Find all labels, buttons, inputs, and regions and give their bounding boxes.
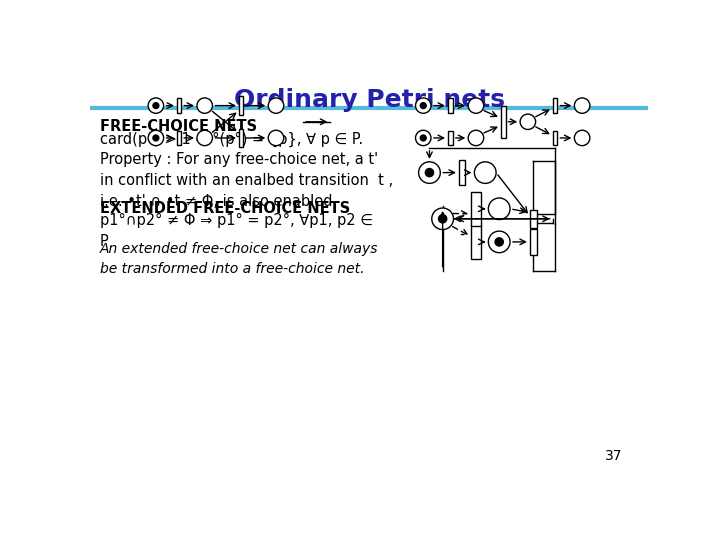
Bar (177, 131, 181, 145)
Circle shape (153, 135, 159, 141)
Bar (459, 160, 465, 185)
Circle shape (418, 162, 441, 184)
Circle shape (197, 98, 212, 113)
Bar (472, 192, 481, 226)
Circle shape (197, 130, 212, 146)
Circle shape (415, 130, 431, 146)
Circle shape (520, 114, 536, 130)
Circle shape (468, 98, 484, 113)
Circle shape (488, 198, 510, 220)
Bar (239, 129, 243, 147)
Circle shape (432, 208, 454, 230)
Circle shape (468, 130, 484, 146)
Text: p1°∩p2° ≠ Φ ⇒ p1° = p2°, ∀p1, p2 ∈
P: p1°∩p2° ≠ Φ ⇒ p1° = p2°, ∀p1, p2 ∈ P (100, 213, 373, 249)
Circle shape (148, 98, 163, 113)
Bar (472, 225, 481, 259)
Text: FREE-CHOICE NETS: FREE-CHOICE NETS (100, 119, 257, 134)
Text: An extended free-choice net can always
be transformed into a free-choice net.: An extended free-choice net can always b… (100, 242, 379, 276)
Circle shape (474, 162, 496, 184)
Text: card(p°) > 1 ⇒ °(p°) = {p}, ∀ p ∈ P.: card(p°) > 1 ⇒ °(p°) = {p}, ∀ p ∈ P. (100, 131, 363, 146)
Bar (448, 98, 453, 113)
Bar (500, 106, 505, 138)
Circle shape (495, 238, 503, 246)
Bar (552, 131, 557, 145)
Bar (448, 131, 453, 145)
Text: Ordinary Petri nets: Ordinary Petri nets (233, 88, 505, 112)
Circle shape (575, 130, 590, 146)
Bar (530, 229, 537, 254)
Text: 37: 37 (606, 449, 623, 463)
Bar (177, 98, 181, 113)
Circle shape (420, 135, 426, 141)
Circle shape (269, 98, 284, 113)
Bar (552, 98, 557, 113)
Circle shape (438, 215, 446, 223)
Text: Property : For any free-choice net, a t'
in conflict with an enalbed transition : Property : For any free-choice net, a t'… (100, 152, 393, 209)
Circle shape (426, 168, 433, 177)
Circle shape (575, 98, 590, 113)
Bar (530, 210, 537, 228)
Text: EXTENDED FREE-CHOICE NETS: EXTENDED FREE-CHOICE NETS (100, 201, 351, 216)
Circle shape (415, 98, 431, 113)
Circle shape (148, 130, 163, 146)
Circle shape (488, 231, 510, 253)
Circle shape (269, 130, 284, 146)
Circle shape (420, 103, 426, 109)
Circle shape (153, 103, 159, 109)
Bar (239, 96, 243, 115)
